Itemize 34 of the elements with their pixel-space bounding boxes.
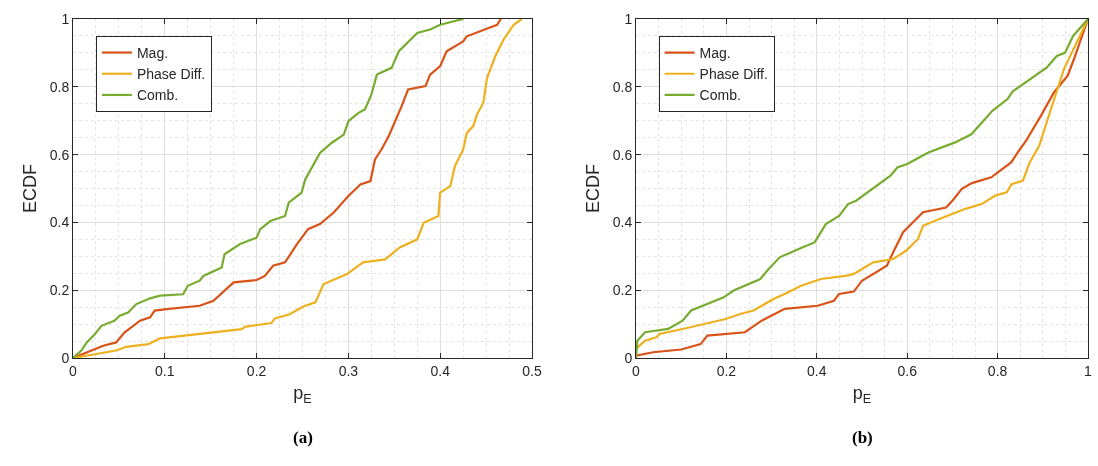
legend-label: Mag.	[699, 45, 731, 62]
x-tick-label: 0.2	[716, 362, 737, 379]
legend-label: Comb.	[136, 87, 179, 104]
x-tick-label: 0.1	[155, 362, 175, 379]
x-axis-title: p$_{E}$	[852, 382, 872, 406]
legend-label: Phase Diff.	[136, 66, 206, 83]
y-axis-title: ECDF	[19, 164, 40, 213]
x-tick-label: 0.8	[987, 362, 1008, 379]
text: (a)	[293, 428, 313, 447]
y-tick-label: 0.8	[49, 78, 70, 95]
y-axis-title: ECDF	[582, 164, 603, 213]
legend-label: Mag.	[136, 45, 169, 62]
y-tick-label: 0	[61, 349, 70, 366]
x-tick-label: 0.6	[897, 362, 918, 379]
y-tick-label: 0.8	[612, 78, 633, 95]
y-tick-label: 0.2	[49, 282, 70, 299]
y-tick-label: 1	[61, 10, 70, 27]
x-tick-label: 0.4	[430, 362, 451, 379]
y-tick-label: 0.2	[612, 282, 633, 299]
y-tick-label: 1	[624, 10, 633, 27]
text: (b)	[852, 428, 873, 447]
x-axis-title: p$_{E}$	[293, 382, 312, 406]
y-tick-label: 0.4	[49, 214, 70, 231]
y-tick-label: 0	[624, 349, 633, 366]
x-tick-label: 0.2	[246, 362, 267, 379]
y-tick-label: 0.6	[49, 146, 70, 163]
x-tick-label: 1	[1084, 362, 1093, 379]
legend-label: Comb.	[699, 87, 741, 104]
legend-label: Phase Diff.	[699, 66, 768, 83]
y-tick-label: 0.4	[612, 214, 633, 231]
y-tick-label: 0.6	[612, 146, 633, 163]
x-tick-label: 0.5	[522, 362, 542, 379]
x-tick-label: 0.3	[338, 362, 359, 379]
x-tick-label: 0.4	[807, 362, 827, 379]
